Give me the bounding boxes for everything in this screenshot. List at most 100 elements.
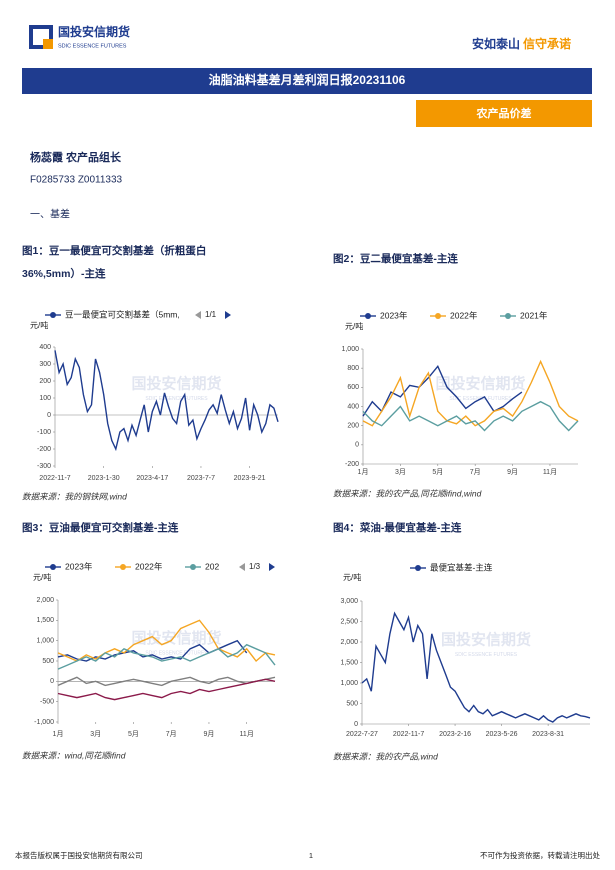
watermark-sub: SDIC ESSENCE FUTURES xyxy=(455,652,518,658)
legend-dot xyxy=(120,564,126,570)
x-tick-label: 2023-8-31 xyxy=(532,731,564,738)
y-tick-label: 500 xyxy=(346,700,358,707)
x-tick-label: 2022-11-7 xyxy=(393,731,425,738)
slogan: 信守承诺 xyxy=(523,36,571,51)
y-tick-label: 1,000 xyxy=(36,638,54,645)
y-tick-label: 2,000 xyxy=(340,639,358,646)
legend-dot xyxy=(415,565,421,571)
legend-dot xyxy=(365,313,371,319)
y-tick-label: 0 xyxy=(355,442,359,449)
legend-label: 2023年 xyxy=(65,561,93,571)
series-line xyxy=(361,611,591,723)
figure-title: 图1：豆一最便宜可交割基差（折粗蛋白 xyxy=(22,244,206,257)
x-tick-label: 7月 xyxy=(166,730,177,738)
watermark: 国投安信期货 xyxy=(131,374,221,392)
legend-page: 1/1 xyxy=(205,310,217,319)
y-tick-label: -500 xyxy=(40,699,54,706)
legend-dot xyxy=(50,564,56,570)
logo-subtext: SDIC ESSENCE FUTURES xyxy=(58,43,127,49)
y-tick-label: -1,000 xyxy=(34,719,54,726)
x-tick-label: 2023-1-30 xyxy=(88,475,120,482)
y-tick-label: 1,500 xyxy=(340,659,358,666)
legend-page: 1/3 xyxy=(249,562,261,571)
x-tick-label: 2023-5-26 xyxy=(486,731,518,738)
x-tick-label: 2023-4-17 xyxy=(136,475,168,482)
legend-label: 2022年 xyxy=(450,310,478,320)
tag-box xyxy=(416,100,592,127)
legend-prev xyxy=(239,563,245,571)
y-tick-label: 800 xyxy=(347,365,359,372)
x-tick-label: 2022-11-7 xyxy=(39,475,71,482)
author: 杨蕊霞 农产品组长 xyxy=(30,150,122,164)
legend-label: 2021年 xyxy=(520,310,548,320)
y-tick-label: -200 xyxy=(345,461,359,468)
data-source: 数据来源：我的农产品,同花顺ifind,wind xyxy=(333,488,482,498)
y-unit: 元/吨 xyxy=(343,572,361,582)
section-heading: 一、基差 xyxy=(30,208,70,221)
y-tick-label: 100 xyxy=(39,395,51,402)
logo-text: 国投安信期货 xyxy=(58,24,130,39)
x-tick-label: 3月 xyxy=(395,468,406,476)
x-tick-label: 3月 xyxy=(90,730,101,738)
legend-label: 202 xyxy=(205,561,219,571)
report-title: 油脂油料基差月差利润日报20231106 xyxy=(209,72,406,87)
y-tick-label: 400 xyxy=(39,344,51,351)
watermark-sub: SDIC ESSENCE FUTURES xyxy=(145,396,208,402)
legend-dot xyxy=(505,313,511,319)
legend-label: 豆一最便宜可交割基差（5mm, xyxy=(65,309,180,319)
x-tick-label: 1月 xyxy=(53,730,64,738)
x-tick-label: 11月 xyxy=(543,468,557,476)
slogan: 安如泰山 xyxy=(472,36,520,51)
x-tick-label: 9月 xyxy=(204,730,215,738)
y-unit: 元/吨 xyxy=(345,321,363,331)
figure-title: 图4：菜油-最便宜基差-主连 xyxy=(333,521,462,534)
watermark: 国投安信期货 xyxy=(131,629,221,647)
y-tick-label: 0 xyxy=(354,721,358,728)
watermark: 国投安信期货 xyxy=(435,374,525,392)
legend-dot xyxy=(435,313,441,319)
series-line xyxy=(362,359,579,427)
y-unit: 元/吨 xyxy=(33,572,51,582)
y-tick-label: 1,500 xyxy=(36,617,54,624)
y-tick-label: 400 xyxy=(347,403,359,410)
watermark-sub: SDIC ESSENCE FUTURES xyxy=(145,650,208,656)
title-bar xyxy=(22,68,592,94)
legend-next xyxy=(225,311,231,319)
y-tick-label: 200 xyxy=(39,378,51,385)
y-tick-label: 500 xyxy=(42,658,54,665)
y-tick-label: 1,000 xyxy=(341,346,359,353)
legend-prev xyxy=(195,311,201,319)
y-tick-label: -100 xyxy=(37,429,51,436)
watermark: 国投安信期货 xyxy=(441,630,531,648)
y-tick-label: 2,000 xyxy=(36,597,54,604)
section-tag: 农产品价差 xyxy=(476,106,532,120)
x-tick-label: 7月 xyxy=(470,468,481,476)
page-number: 1 xyxy=(309,851,313,860)
legend-label: 最便宜基差-主连 xyxy=(430,562,493,572)
series-line xyxy=(57,676,276,687)
license: F0285733 Z0011333 xyxy=(30,175,123,186)
data-source: 数据来源：我的钢铁网,wind xyxy=(22,491,127,501)
legend-dot xyxy=(190,564,196,570)
footer-copyright: 本报告版权属于国投安信期货有限公司 xyxy=(15,850,143,860)
y-tick-label: 0 xyxy=(50,678,54,685)
series-line xyxy=(57,643,276,670)
series-line xyxy=(362,400,579,432)
legend-label: 2023年 xyxy=(380,310,408,320)
y-tick-label: 300 xyxy=(39,361,51,368)
y-tick-label: 2,500 xyxy=(340,618,358,625)
figure-title: 图2：豆二最便宜基差-主连 xyxy=(333,252,458,265)
x-tick-label: 2022-7-27 xyxy=(346,731,378,738)
x-tick-label: 5月 xyxy=(432,468,443,476)
footer-disclaimer: 不可作为投资依据，转载请注明出处 xyxy=(480,850,600,860)
series-line xyxy=(54,350,279,452)
y-tick-label: 1,000 xyxy=(340,680,358,687)
x-tick-label: 5月 xyxy=(128,730,139,738)
y-tick-label: 200 xyxy=(347,423,359,430)
figure-title: 36%,5mm）-主连 xyxy=(22,267,106,280)
legend-dot xyxy=(50,312,56,318)
y-tick-label: -300 xyxy=(37,463,51,470)
x-tick-label: 2023-7-7 xyxy=(187,475,215,482)
